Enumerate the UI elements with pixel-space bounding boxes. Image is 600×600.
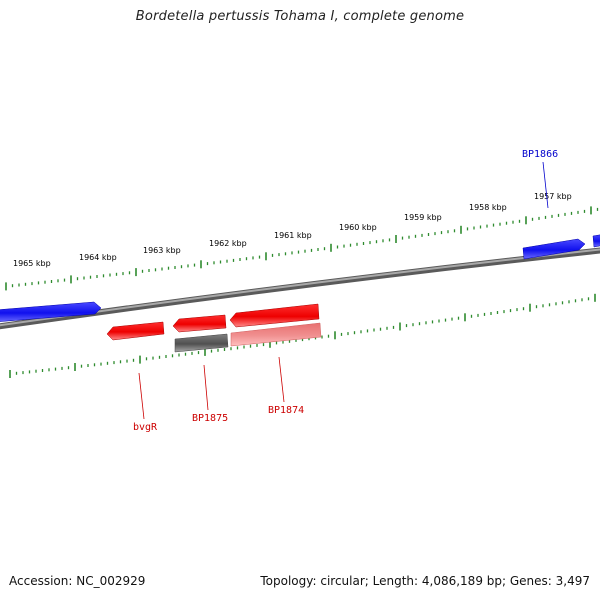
gene-bp1874-light[interactable]: [230, 322, 322, 347]
scale-label-1960: 1960 kbp: [339, 223, 377, 232]
bp1874-leader: [278, 356, 285, 403]
gene-bp1875[interactable]: [172, 314, 227, 333]
forward-scale-ticks: [5, 206, 599, 291]
scale-label-1961: 1961 kbp: [274, 231, 312, 240]
bvgr-leader: [138, 372, 145, 420]
gene-forward-right-edge[interactable]: [592, 234, 600, 248]
scale-label-1957: 1957 kbp: [534, 192, 572, 201]
scale-label-1958: 1958 kbp: [469, 203, 507, 212]
scale-label-1962: 1962 kbp: [209, 239, 247, 248]
genome-summary: Topology: circular; Length: 4,086,189 bp…: [260, 574, 590, 588]
gene-bvgr[interactable]: [106, 321, 165, 341]
gene-label-bp1874[interactable]: BP1874: [268, 405, 304, 416]
bp1866-leader: [542, 161, 549, 209]
gene-bp1875-pseudo[interactable]: [174, 333, 229, 353]
scale-labels: 1965 kbp 1964 kbp 1963 kbp 1962 kbp 1961…: [13, 192, 572, 268]
scale-label-1964: 1964 kbp: [79, 253, 117, 262]
gene-label-bp1866[interactable]: BP1866: [522, 149, 558, 160]
gene-label-bp1875[interactable]: BP1875: [192, 413, 228, 424]
map-title: Bordetella pertussis Tohama I, complete …: [135, 9, 465, 24]
gene-label-bvgr[interactable]: bvgR: [133, 422, 158, 433]
gene-forward-left[interactable]: [0, 301, 102, 322]
bp1875-leader: [203, 364, 209, 411]
accession-label: Accession: NC_002929: [9, 574, 146, 588]
gene-bp1866[interactable]: [522, 238, 586, 260]
gene-bp1874[interactable]: [229, 303, 320, 328]
scale-label-1959: 1959 kbp: [404, 213, 442, 222]
scale-label-1965: 1965 kbp: [13, 259, 51, 268]
scale-label-1963: 1963 kbp: [143, 246, 181, 255]
